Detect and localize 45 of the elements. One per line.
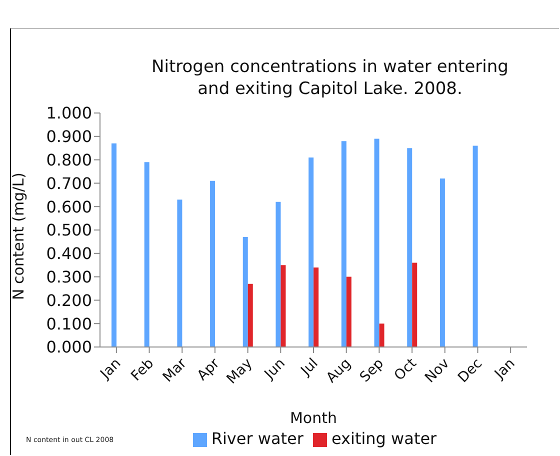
y-tick-label: 0.000 (46, 338, 92, 357)
bar (346, 276, 352, 347)
bar (407, 148, 412, 347)
bar (341, 141, 346, 347)
x-tick-label: Oct (391, 355, 420, 384)
bar (379, 324, 384, 347)
bar (308, 157, 314, 347)
x-axis-title: Month (290, 409, 338, 427)
x-tick-label: Dec (455, 356, 486, 386)
x-tick-label: Mar (160, 355, 190, 386)
bar (242, 237, 248, 347)
bar (374, 138, 380, 347)
x-tick-label: Jan (96, 356, 124, 383)
y-tick-label: 0.700 (46, 174, 92, 193)
x-tick-label: Jan (491, 356, 518, 383)
bar (314, 267, 319, 347)
y-tick-label: 0.300 (46, 267, 92, 286)
y-tick-label: 1.000 (46, 104, 92, 123)
bar (144, 162, 150, 347)
bar (210, 180, 216, 347)
x-tick-label: Jun (261, 356, 289, 384)
legend-label: River water (211, 429, 304, 448)
y-tick-label: 0.800 (46, 150, 92, 170)
bar (472, 146, 478, 347)
x-tick-label: Feb (128, 355, 158, 384)
chart-title: Nitrogen concentrations in water entering and exiting Capitol Lake. 2008. (150, 56, 510, 100)
y-tick-label: 0.900 (46, 127, 92, 146)
x-tick-label: Jul (297, 356, 322, 380)
y-tick-label: 0.200 (46, 290, 92, 310)
x-tick-label: Sep (357, 355, 388, 386)
bar (111, 143, 116, 347)
bar (440, 178, 445, 347)
bar (177, 200, 182, 347)
bar (248, 284, 253, 347)
bar (412, 262, 418, 347)
x-tick-label: Apr (194, 355, 223, 384)
legend-label: exiting water (331, 429, 437, 448)
y-tick-label: 0.500 (46, 220, 92, 240)
bar (280, 265, 286, 347)
x-tick-label: Nov (422, 356, 453, 386)
y-axis-title: N content (mg/L) (9, 172, 28, 300)
y-tick-label: 0.100 (46, 314, 92, 334)
y-tick-label: 0.600 (46, 197, 92, 216)
y-tick-label: 0.400 (46, 244, 92, 264)
bar (276, 202, 281, 347)
